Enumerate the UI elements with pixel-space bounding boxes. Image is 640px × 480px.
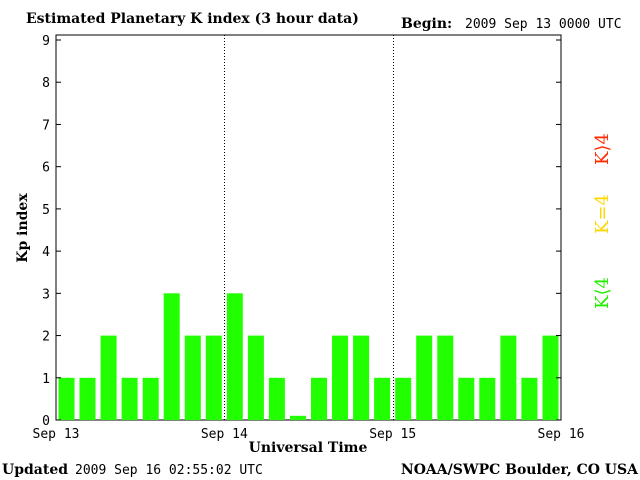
- kp-bar: [205, 335, 222, 420]
- legend-high: K⟩4: [592, 133, 613, 165]
- updated-label: Updated: [2, 462, 68, 478]
- kp-bar: [184, 335, 201, 420]
- source-credit: NOAA/SWPC Boulder, CO USA: [401, 462, 639, 478]
- kp-bar: [268, 377, 285, 420]
- y-tick-label: 4: [42, 245, 50, 260]
- kp-bar: [58, 377, 75, 420]
- chart-title: Estimated Planetary K index (3 hour data…: [26, 11, 359, 27]
- kp-bar: [542, 335, 559, 420]
- kp-bar: [458, 377, 475, 420]
- plot-area: [55, 34, 562, 421]
- kp-bar: [521, 377, 538, 420]
- bars-group: [58, 293, 559, 420]
- begin-label: Begin:: [401, 16, 452, 32]
- x-axis-label: Universal Time: [249, 440, 368, 456]
- kp-bar: [395, 377, 412, 420]
- kp-bar: [290, 415, 306, 420]
- y-tick-label: 0: [42, 414, 50, 429]
- x-axis-ticks: Sep 13 Sep 14 Sep 15 Sep 16: [33, 427, 585, 442]
- x-tick-label: Sep 16: [538, 427, 585, 442]
- kp-bar: [500, 335, 517, 420]
- kp-bar: [247, 335, 264, 420]
- kp-bar: [226, 293, 243, 420]
- y-tick-label: 3: [42, 287, 50, 302]
- kp-bar: [100, 335, 117, 420]
- x-tick-label: Sep 13: [33, 427, 80, 442]
- kp-bar: [416, 335, 433, 420]
- x-tick-label: Sep 15: [369, 427, 416, 442]
- updated-value: 2009 Sep 16 02:55:02 UTC: [75, 463, 263, 478]
- kp-bar: [142, 377, 159, 420]
- kp-bar: [311, 377, 327, 420]
- kp-bar: [479, 377, 496, 420]
- y-axis-ticks: 0 1 2 3 4 5 6 7 8 9: [42, 34, 561, 429]
- x-tick-label: Sep 14: [201, 427, 248, 442]
- kp-bar: [332, 335, 348, 420]
- kp-bar: [121, 377, 138, 420]
- y-axis-label: Kp index: [15, 193, 31, 263]
- kp-bar: [437, 335, 454, 420]
- y-tick-label: 2: [42, 330, 50, 345]
- y-tick-label: 5: [42, 203, 50, 218]
- y-tick-label: 7: [42, 118, 50, 133]
- kp-bar: [79, 377, 96, 420]
- kp-bar: [374, 377, 391, 420]
- begin-value: 2009 Sep 13 0000 UTC: [465, 17, 622, 32]
- day-separators: [224, 35, 394, 420]
- legend-low: K⟨4: [592, 277, 613, 309]
- kp-bar: [353, 335, 370, 420]
- y-tick-label: 1: [42, 372, 50, 387]
- y-tick-label: 6: [42, 161, 50, 176]
- kp-bar: [163, 293, 180, 420]
- legend-equal: K=4: [592, 194, 613, 234]
- y-tick-label: 8: [42, 76, 50, 91]
- y-tick-label: 9: [42, 34, 50, 49]
